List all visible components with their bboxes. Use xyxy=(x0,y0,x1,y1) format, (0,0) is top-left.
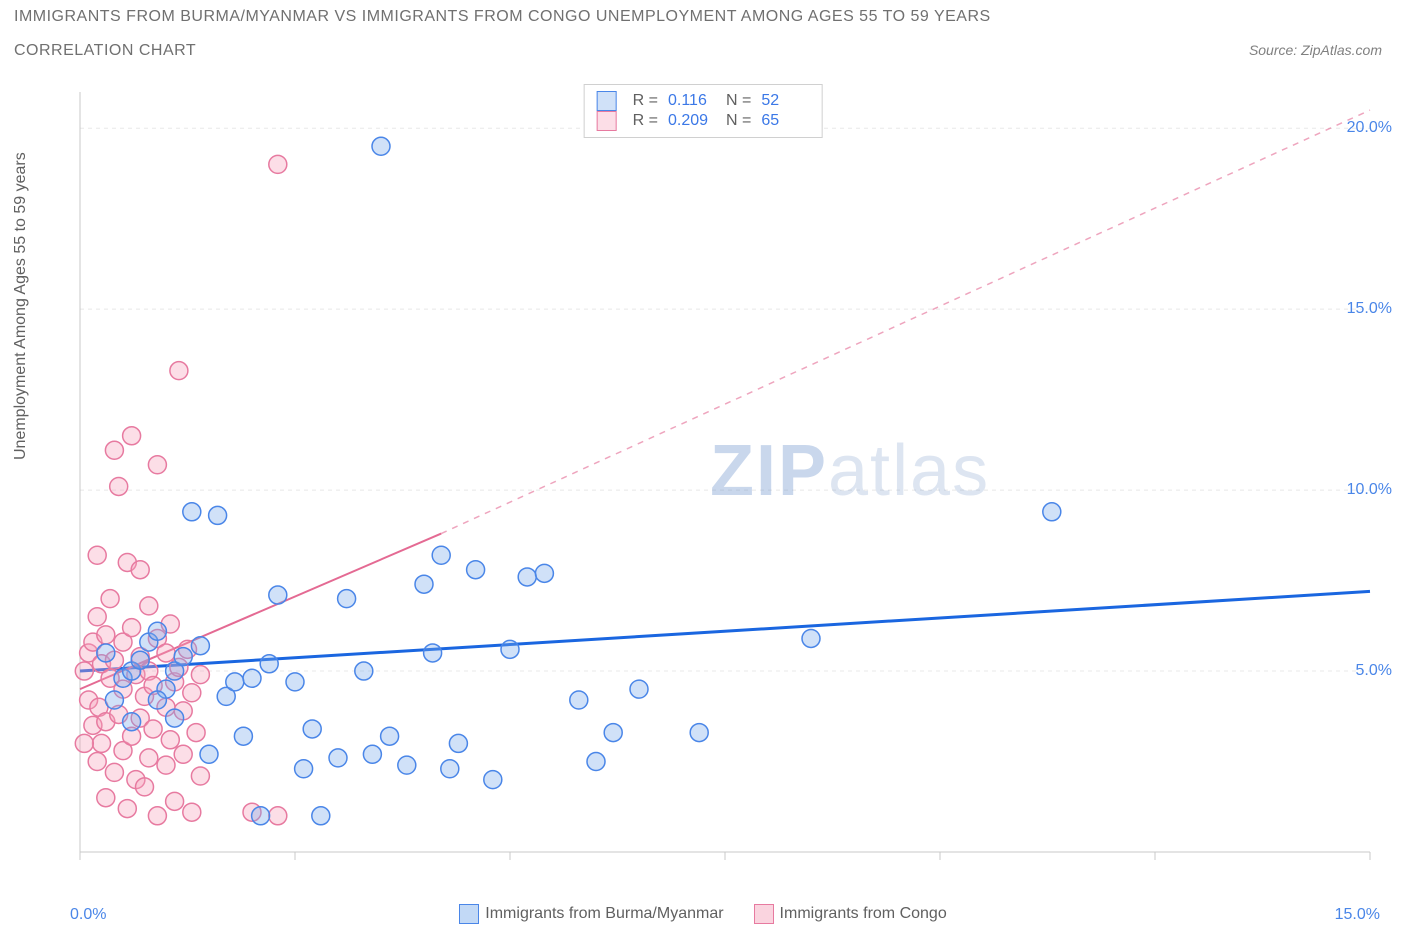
legend-row-pink: R = 0.209 N = 65 xyxy=(597,111,810,131)
legend-label-blue: Immigrants from Burma/Myanmar xyxy=(485,905,723,923)
legend-label-pink: Immigrants from Congo xyxy=(780,905,947,923)
legend-item-pink: Immigrants from Congo xyxy=(754,904,947,924)
legend-row-blue: R = 0.116 N = 52 xyxy=(597,91,810,111)
chart-container: IMMIGRANTS FROM BURMA/MYANMAR VS IMMIGRA… xyxy=(0,0,1406,930)
y-tick-label: 15.0% xyxy=(1347,300,1392,318)
swatch-blue xyxy=(597,91,617,111)
legend-item-blue: Immigrants from Burma/Myanmar xyxy=(459,904,723,924)
n-value-blue: 52 xyxy=(761,92,809,110)
swatch-pink-bottom xyxy=(754,904,774,924)
r-label-pink: R = xyxy=(633,112,658,130)
scatter-plot-svg xyxy=(70,82,1380,872)
y-tick-label: 20.0% xyxy=(1347,119,1392,137)
n-label-blue: N = xyxy=(726,92,751,110)
y-tick-label: 10.0% xyxy=(1347,481,1392,499)
n-label-pink: N = xyxy=(726,112,751,130)
plot-area xyxy=(70,82,1380,872)
source-label: Source: ZipAtlas.com xyxy=(1249,42,1382,58)
n-value-pink: 65 xyxy=(761,112,809,130)
series-legend: Immigrants from Burma/Myanmar Immigrants… xyxy=(0,904,1406,924)
r-value-pink: 0.209 xyxy=(668,112,716,130)
r-value-blue: 0.116 xyxy=(668,92,716,110)
chart-title-line1: IMMIGRANTS FROM BURMA/MYANMAR VS IMMIGRA… xyxy=(14,8,991,26)
y-axis-label: Unemployment Among Ages 55 to 59 years xyxy=(12,152,30,460)
swatch-pink xyxy=(597,111,617,131)
y-tick-label: 5.0% xyxy=(1356,662,1392,680)
r-label-blue: R = xyxy=(633,92,658,110)
chart-title-line2: CORRELATION CHART xyxy=(14,42,196,60)
correlation-legend: R = 0.116 N = 52 R = 0.209 N = 65 xyxy=(584,84,823,138)
swatch-blue-bottom xyxy=(459,904,479,924)
